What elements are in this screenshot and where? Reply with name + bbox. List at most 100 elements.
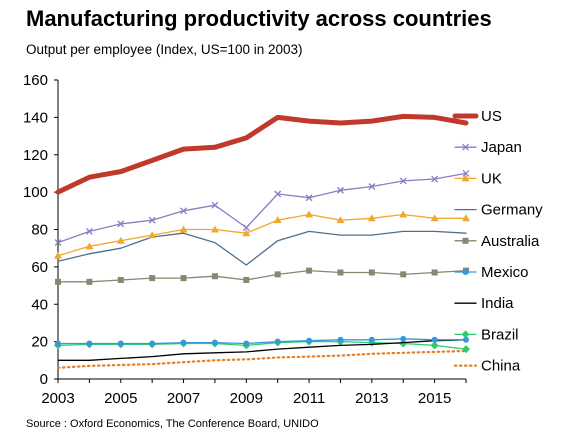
legend-marker-brazil <box>461 330 470 339</box>
legend-label-brazil: Brazil <box>481 326 519 343</box>
point-japan <box>462 169 470 177</box>
point-australia <box>243 276 250 283</box>
point-uk <box>210 225 219 233</box>
x-tick-label: 2009 <box>230 390 263 407</box>
point-australia <box>180 275 187 282</box>
point-mexico <box>55 340 61 347</box>
chart-subtitle: Output per employee (Index, US=100 in 20… <box>26 42 303 57</box>
point-uk <box>430 214 439 222</box>
point-uk <box>179 225 188 233</box>
point-mexico <box>400 335 407 342</box>
point-japan <box>211 201 219 209</box>
y-tick-label: 0 <box>40 371 48 388</box>
point-australia <box>211 273 218 280</box>
point-brazil <box>462 345 470 354</box>
x-tick-label: 2011 <box>293 390 325 407</box>
x-tick-label: 2015 <box>418 390 451 407</box>
series-line-australia <box>57 269 467 283</box>
point-mexico <box>211 339 218 346</box>
point-uk <box>148 231 157 239</box>
point-uk <box>242 229 251 237</box>
x-tick-label: 2007 <box>167 390 200 407</box>
x-tick-label: 2003 <box>41 390 74 407</box>
chart-source: Source : Oxford Economics, The Conferenc… <box>26 418 319 430</box>
y-tick-label: 160 <box>23 72 48 89</box>
legend-marker-uk <box>461 174 470 182</box>
point-japan <box>431 175 439 183</box>
point-mexico <box>117 340 124 347</box>
point-australia <box>117 276 124 283</box>
y-tick-label: 80 <box>31 222 48 239</box>
point-australia <box>274 271 281 278</box>
point-japan <box>399 177 407 185</box>
point-uk <box>54 251 62 259</box>
point-uk <box>85 242 94 250</box>
y-tick-label: 100 <box>23 184 48 201</box>
point-australia <box>400 271 407 278</box>
point-australia <box>337 269 344 276</box>
legend-label-australia: Australia <box>481 233 540 250</box>
y-tick-label: 20 <box>31 334 48 351</box>
point-brazil <box>430 341 439 350</box>
legend-label-germany: Germany <box>481 202 543 219</box>
y-tick-label: 140 <box>23 109 48 126</box>
legend-marker-australia <box>462 237 469 244</box>
legend-label-china: China <box>481 358 521 375</box>
x-tick-label: 2005 <box>104 390 137 407</box>
point-mexico <box>463 336 469 343</box>
point-mexico <box>306 337 313 344</box>
y-tick-label: 40 <box>31 296 48 313</box>
point-australia <box>306 267 313 274</box>
y-tick-label: 60 <box>31 259 48 276</box>
point-australia <box>368 269 375 276</box>
point-japan <box>337 186 344 194</box>
point-mexico <box>180 339 187 346</box>
series-line-china <box>56 349 468 369</box>
legend-marker-mexico <box>462 269 469 275</box>
legend-marker-japan <box>462 143 469 151</box>
chart-title: Manufacturing productivity across countr… <box>26 6 492 31</box>
legend-label-uk: UK <box>481 170 502 187</box>
point-japan <box>54 239 62 247</box>
point-mexico <box>274 338 281 345</box>
y-tick-label: 120 <box>23 147 48 164</box>
series-line-japan <box>57 172 467 244</box>
series-line-uk <box>57 213 467 257</box>
point-mexico <box>149 340 156 347</box>
point-australia <box>431 269 438 276</box>
point-japan <box>305 194 313 202</box>
point-uk <box>399 210 408 218</box>
series-line-mexico <box>57 338 467 345</box>
legend-label-japan: Japan <box>481 139 522 156</box>
legend-label-india: India <box>481 295 514 312</box>
point-uk <box>116 236 125 244</box>
series-line-germany <box>57 230 467 266</box>
legend-label-mexico: Mexico <box>481 264 529 281</box>
point-mexico <box>337 336 344 343</box>
point-japan <box>274 190 282 198</box>
point-uk <box>336 216 345 224</box>
point-japan <box>85 227 93 235</box>
point-australia <box>86 278 93 285</box>
point-australia <box>149 275 156 282</box>
point-mexico <box>243 340 250 347</box>
point-uk <box>462 214 470 222</box>
point-uk <box>273 216 282 224</box>
point-japan <box>242 224 250 232</box>
point-mexico <box>368 336 375 343</box>
point-japan <box>148 216 156 224</box>
point-australia <box>55 278 61 285</box>
point-mexico <box>86 340 93 347</box>
legend-label-us: US <box>481 108 502 125</box>
series-line-india <box>57 339 467 361</box>
point-uk <box>367 214 376 222</box>
point-japan <box>180 207 187 215</box>
series-line-us <box>55 113 469 195</box>
point-japan <box>117 220 125 228</box>
point-uk <box>305 210 314 218</box>
point-japan <box>368 183 376 190</box>
x-tick-label: 2013 <box>355 390 388 407</box>
point-mexico <box>431 336 438 343</box>
